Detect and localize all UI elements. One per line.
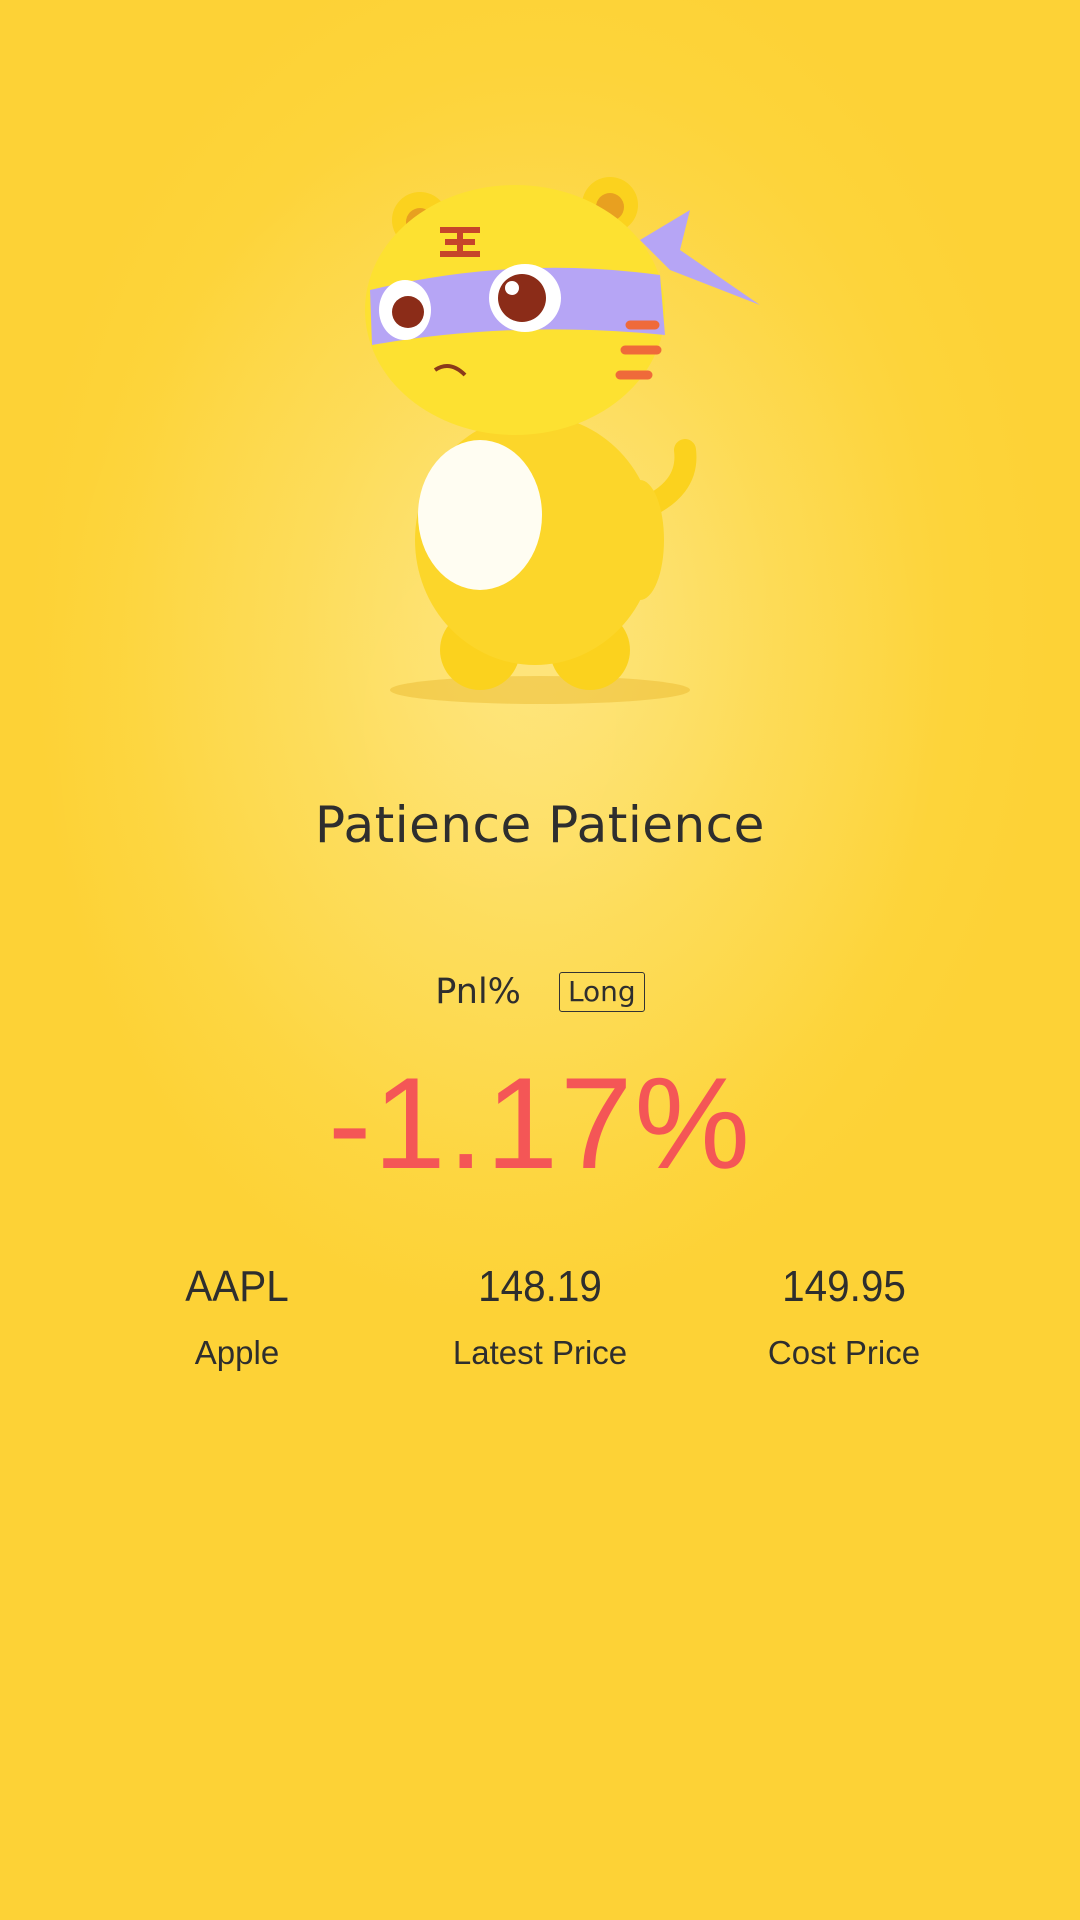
stat-cost-price: 149.95 Cost Price (694, 1262, 994, 1372)
stat-symbol: AAPL Apple (87, 1262, 387, 1372)
stat-value: 148.19 (478, 1262, 602, 1311)
pnl-header: Pnl% Long (0, 972, 1080, 1012)
stat-value: 149.95 (782, 1262, 906, 1311)
tiger-mascot-icon (365, 177, 760, 704)
position-badge: Long (558, 972, 645, 1012)
page-title: Patience Patience (315, 796, 765, 854)
pnl-label: Pnl% (435, 972, 521, 1012)
stat-latest-price: 148.19 Latest Price (390, 1262, 690, 1372)
stat-label: Cost Price (767, 1334, 921, 1371)
stat-value: AAPL (185, 1262, 289, 1311)
pnl-value: -1.17% (328, 1050, 752, 1196)
stat-label: Apple (194, 1334, 280, 1371)
stat-label: Latest Price (452, 1334, 628, 1371)
